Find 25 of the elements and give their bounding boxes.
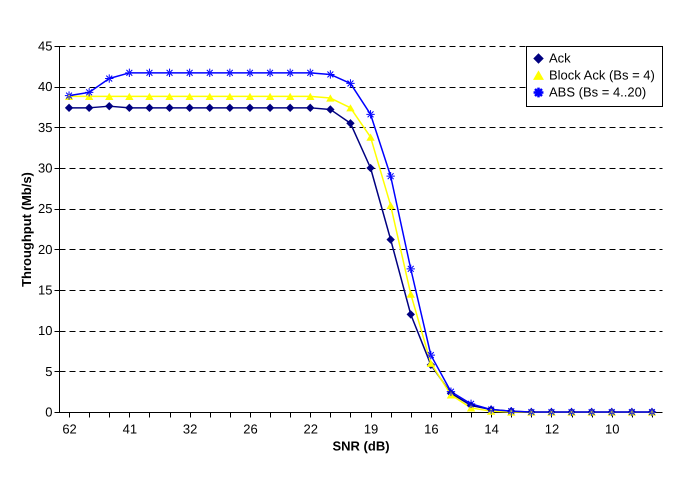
y-tick-label: 40 bbox=[38, 79, 52, 94]
y-tick-label: 25 bbox=[38, 201, 52, 216]
legend-label: ABS (Bs = 4..20) bbox=[549, 84, 646, 100]
y-tick-label: 30 bbox=[38, 160, 52, 176]
y-tick-label: 5 bbox=[45, 364, 52, 379]
x-tick-label: 32 bbox=[182, 422, 198, 436]
legend-label: Ack bbox=[549, 50, 572, 66]
x-tick-label: 10 bbox=[605, 422, 620, 436]
legend-label: Block Ack (Bs = 4) bbox=[549, 68, 655, 82]
x-tick-label: 22 bbox=[304, 422, 318, 436]
x-tick-label: 62 bbox=[62, 422, 77, 436]
x-axis-title: SNR (dB) bbox=[332, 438, 390, 454]
x-tick-label: 16 bbox=[424, 422, 439, 436]
y-tick-label: 10 bbox=[38, 323, 52, 338]
y-tick-label: 20 bbox=[38, 242, 52, 257]
x-tick-label: 12 bbox=[544, 422, 560, 436]
y-tick-label: 15 bbox=[38, 282, 52, 298]
y-tick-label: 0 bbox=[45, 404, 52, 420]
y-tick-label: 35 bbox=[38, 120, 52, 135]
x-tick-label: 41 bbox=[122, 422, 138, 436]
y-axis-title: Throughput (Mb/s) bbox=[19, 172, 34, 287]
x-tick-label: 14 bbox=[484, 422, 499, 436]
x-tick-label: 26 bbox=[243, 422, 258, 436]
x-tick-label: 19 bbox=[364, 422, 378, 436]
y-tick-label: 45 bbox=[38, 38, 52, 54]
